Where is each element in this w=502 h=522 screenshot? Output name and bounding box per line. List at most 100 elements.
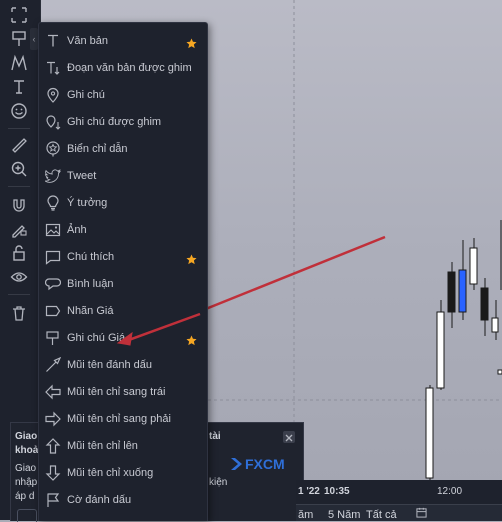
star-icon[interactable] [186, 252, 197, 264]
menu-item-signpost[interactable]: Biển chỉ dẫn [39, 136, 207, 162]
arrow-right-icon [45, 411, 61, 427]
brush-tool-icon[interactable] [8, 28, 30, 50]
candle [425, 387, 434, 479]
menu-item-label: Mũi tên chỉ xuống [67, 467, 154, 479]
menu-item-arrow-marker[interactable]: Mũi tên đánh dấu [39, 352, 207, 378]
menu-item-tweet[interactable]: Tweet [39, 163, 207, 189]
menu-item-label: Mũi tên chỉ lên [67, 440, 138, 452]
menu-item-label: Đoạn văn bản được ghim [67, 62, 192, 74]
lock-pencil-icon[interactable] [8, 218, 30, 240]
note-pin-icon [45, 87, 61, 103]
time-axis[interactable]: 1 '22 10:35 12:00 [296, 480, 502, 504]
menu-item-arrow-right[interactable]: Mũi tên chỉ sang phải [39, 406, 207, 432]
menu-item-arrow-left[interactable]: Mũi tên chỉ sang trái [39, 379, 207, 405]
crosshair-tool-icon[interactable] [8, 4, 30, 26]
price-label-icon [45, 303, 61, 319]
text-icon [45, 33, 61, 49]
range-button-5y[interactable]: 5 Năm [328, 509, 361, 521]
toolbar-collapse-icon[interactable]: ‹ [30, 28, 38, 50]
menu-item-label: Biển chỉ dẫn [67, 143, 128, 155]
star-icon[interactable] [186, 36, 197, 48]
ad-body-line2: nhập [15, 477, 38, 488]
toolbar-separator [8, 294, 30, 295]
bottom-range-bar: ăm 5 Năm Tất cả [296, 504, 502, 521]
lightbulb-icon [45, 195, 61, 211]
ad-body-line1: Giao [15, 463, 37, 474]
menu-item-price-label[interactable]: Nhãn Giá [39, 298, 207, 324]
menu-item-comment[interactable]: Bình luận [39, 271, 207, 297]
menu-item-text[interactable]: Văn bản [39, 28, 207, 54]
arrow-left-icon [45, 384, 61, 400]
ad-close-icon[interactable] [283, 431, 295, 443]
emoji-tool-icon[interactable] [8, 100, 30, 122]
anchored-note-icon [45, 114, 61, 130]
menu-item-anchored-note[interactable]: Ghi chú được ghim [39, 109, 207, 135]
ad-body-line2-right: kiện [209, 477, 228, 488]
callout-icon [45, 249, 61, 265]
menu-item-anchored-text[interactable]: Đoạn văn bản được ghim [39, 55, 207, 81]
menu-item-label: Văn bản [67, 35, 108, 47]
signpost-icon [45, 141, 61, 157]
menu-item-label: Mũi tên chỉ sang phải [67, 413, 171, 425]
time-axis-cursor-time: 10:35 [324, 486, 350, 497]
time-axis-date: 1 '22 [298, 486, 320, 497]
arrow-marker-icon [45, 356, 62, 373]
price-note-icon [45, 330, 61, 346]
text-tool-icon[interactable] [8, 76, 30, 98]
comment-icon [44, 276, 62, 292]
menu-item-label: Ảnh [67, 224, 87, 236]
star-icon[interactable] [186, 333, 197, 345]
candle [469, 247, 478, 285]
lock-icon[interactable] [8, 242, 30, 264]
arrow-down-icon [45, 465, 61, 481]
eye-icon[interactable] [8, 266, 30, 288]
menu-item-label: Cờ đánh dấu [67, 494, 132, 506]
candle [436, 311, 445, 389]
menu-item-image[interactable]: Ảnh [39, 217, 207, 243]
menu-item-label: Nhãn Giá [67, 305, 114, 317]
date-range-icon[interactable] [416, 507, 427, 521]
menu-item-callout[interactable]: Chú thích [39, 244, 207, 270]
menu-item-label: Ý tưởng [67, 197, 108, 209]
menu-item-arrow-up[interactable]: Mũi tên chỉ lên [39, 433, 207, 459]
magnet-icon[interactable] [8, 194, 30, 216]
arrow-up-icon [45, 438, 61, 454]
zoom-in-icon[interactable] [8, 158, 30, 180]
menu-item-price-note[interactable]: Ghi chú Giá [39, 325, 207, 351]
flag-icon [45, 492, 61, 508]
pattern-tool-icon[interactable] [8, 52, 30, 74]
candle [480, 287, 489, 321]
menu-item-label: Ghi chú [67, 89, 105, 101]
menu-item-label: Mũi tên đánh dấu [67, 359, 153, 371]
ad-title-left: Giao [15, 431, 38, 442]
menu-item-label: Tweet [67, 170, 97, 182]
menu-item-label: Ghi chú được ghim [67, 116, 162, 128]
menu-item-label: Bình luận [67, 278, 114, 290]
text-annotation-tools-menu: Văn bản Đoạn văn bản được ghim Ghi chú G… [38, 22, 208, 521]
menu-item-note[interactable]: Ghi chú [39, 82, 207, 108]
toolbar-separator [8, 128, 30, 129]
ad-action-button[interactable] [17, 509, 37, 522]
ruler-icon[interactable] [8, 134, 30, 156]
menu-item-label: Chú thích [67, 251, 115, 263]
menu-item-arrow-down[interactable]: Mũi tên chỉ xuống [39, 460, 207, 486]
menu-item-flag[interactable]: Cờ đánh dấu [39, 487, 207, 513]
candle [497, 369, 502, 375]
time-axis-tick: 12:00 [437, 486, 463, 497]
menu-item-label: Ghi chú Giá [67, 332, 126, 344]
trash-icon[interactable] [8, 302, 30, 324]
image-icon [45, 222, 61, 238]
svg-text:FXCM: FXCM [245, 456, 285, 472]
range-button-all[interactable]: Tất cả [366, 509, 397, 521]
candle [491, 317, 499, 333]
anchored-text-icon [45, 60, 61, 76]
fxcm-logo: FXCM [229, 455, 301, 473]
range-button-partial[interactable]: ăm [298, 509, 314, 521]
toolbar-separator [8, 186, 30, 187]
candle-highlighted [458, 269, 467, 313]
menu-item-label: Mũi tên chỉ sang trái [67, 386, 166, 398]
menu-item-idea[interactable]: Ý tưởng [39, 190, 207, 216]
candles [425, 220, 502, 480]
candle [447, 271, 456, 313]
ad-title-line2: khoả [15, 445, 39, 456]
